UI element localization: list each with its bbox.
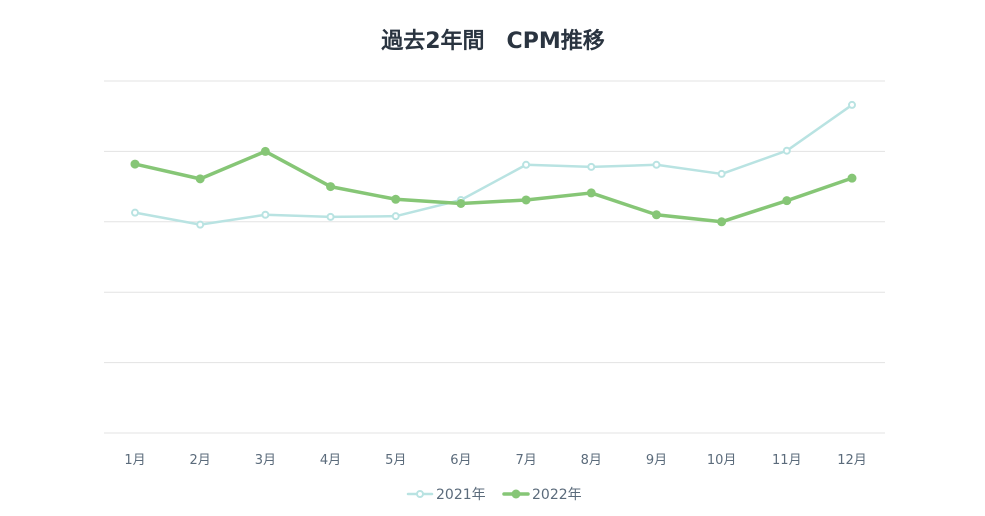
data-point[interactable] — [130, 159, 140, 169]
series-1 — [131, 100, 856, 229]
data-point[interactable] — [195, 174, 205, 184]
series-line — [133, 149, 854, 224]
x-tick-label: 1月 — [124, 453, 145, 468]
grid-layer — [104, 80, 885, 434]
x-tick-label: 8月 — [581, 453, 602, 468]
x-tick-label: 6月 — [450, 453, 471, 468]
x-tick-label: 7月 — [515, 453, 536, 468]
x-tick-label: 12月 — [837, 453, 867, 468]
chart-title: 過去2年間 CPM推移 — [381, 28, 604, 54]
series-line — [133, 103, 854, 226]
x-tick-label: 11月 — [772, 453, 802, 468]
data-point[interactable] — [782, 146, 791, 155]
legend-swatch-marker — [511, 489, 521, 499]
data-point[interactable] — [391, 212, 400, 221]
data-point[interactable] — [587, 162, 596, 171]
x-axis: 1月 2月 3月 4月 5月 6月 7月 8月 9月 10月 11月 12月 — [124, 453, 866, 468]
data-point[interactable] — [847, 173, 857, 183]
x-tick-label: 2月 — [190, 453, 211, 468]
data-point[interactable] — [131, 208, 139, 217]
x-tick-label: 9月 — [646, 453, 667, 468]
data-point[interactable] — [326, 182, 336, 192]
x-tick-label: 10月 — [707, 453, 737, 468]
data-point[interactable] — [652, 160, 661, 169]
data-point[interactable] — [717, 217, 727, 227]
data-point[interactable] — [260, 146, 270, 156]
data-point[interactable] — [848, 100, 856, 109]
series-layer — [130, 100, 857, 229]
legend-swatch-marker — [416, 490, 424, 498]
x-tick-label: 3月 — [255, 453, 276, 468]
data-point[interactable] — [586, 188, 596, 198]
data-point[interactable] — [326, 212, 335, 221]
legend-item[interactable]: 2022年 — [502, 487, 582, 503]
series-2 — [130, 146, 857, 227]
x-tick-label: 4月 — [320, 453, 341, 468]
data-point[interactable] — [456, 198, 466, 208]
legend-label: 2021年 — [436, 487, 486, 503]
legend-label: 2022年 — [532, 487, 582, 503]
data-point[interactable] — [717, 169, 726, 178]
data-point[interactable] — [782, 196, 792, 206]
data-point[interactable] — [521, 195, 531, 205]
legend-item[interactable]: 2021年 — [406, 487, 486, 503]
data-point[interactable] — [261, 210, 270, 219]
legend: 2021年 2022年 — [406, 487, 582, 503]
data-point[interactable] — [651, 210, 661, 220]
x-tick-label: 5月 — [385, 453, 406, 468]
data-point[interactable] — [522, 160, 531, 169]
data-point[interactable] — [196, 220, 205, 229]
data-point[interactable] — [391, 194, 401, 204]
